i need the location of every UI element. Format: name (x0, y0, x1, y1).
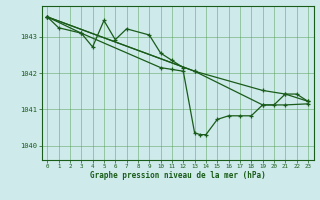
X-axis label: Graphe pression niveau de la mer (hPa): Graphe pression niveau de la mer (hPa) (90, 171, 266, 180)
